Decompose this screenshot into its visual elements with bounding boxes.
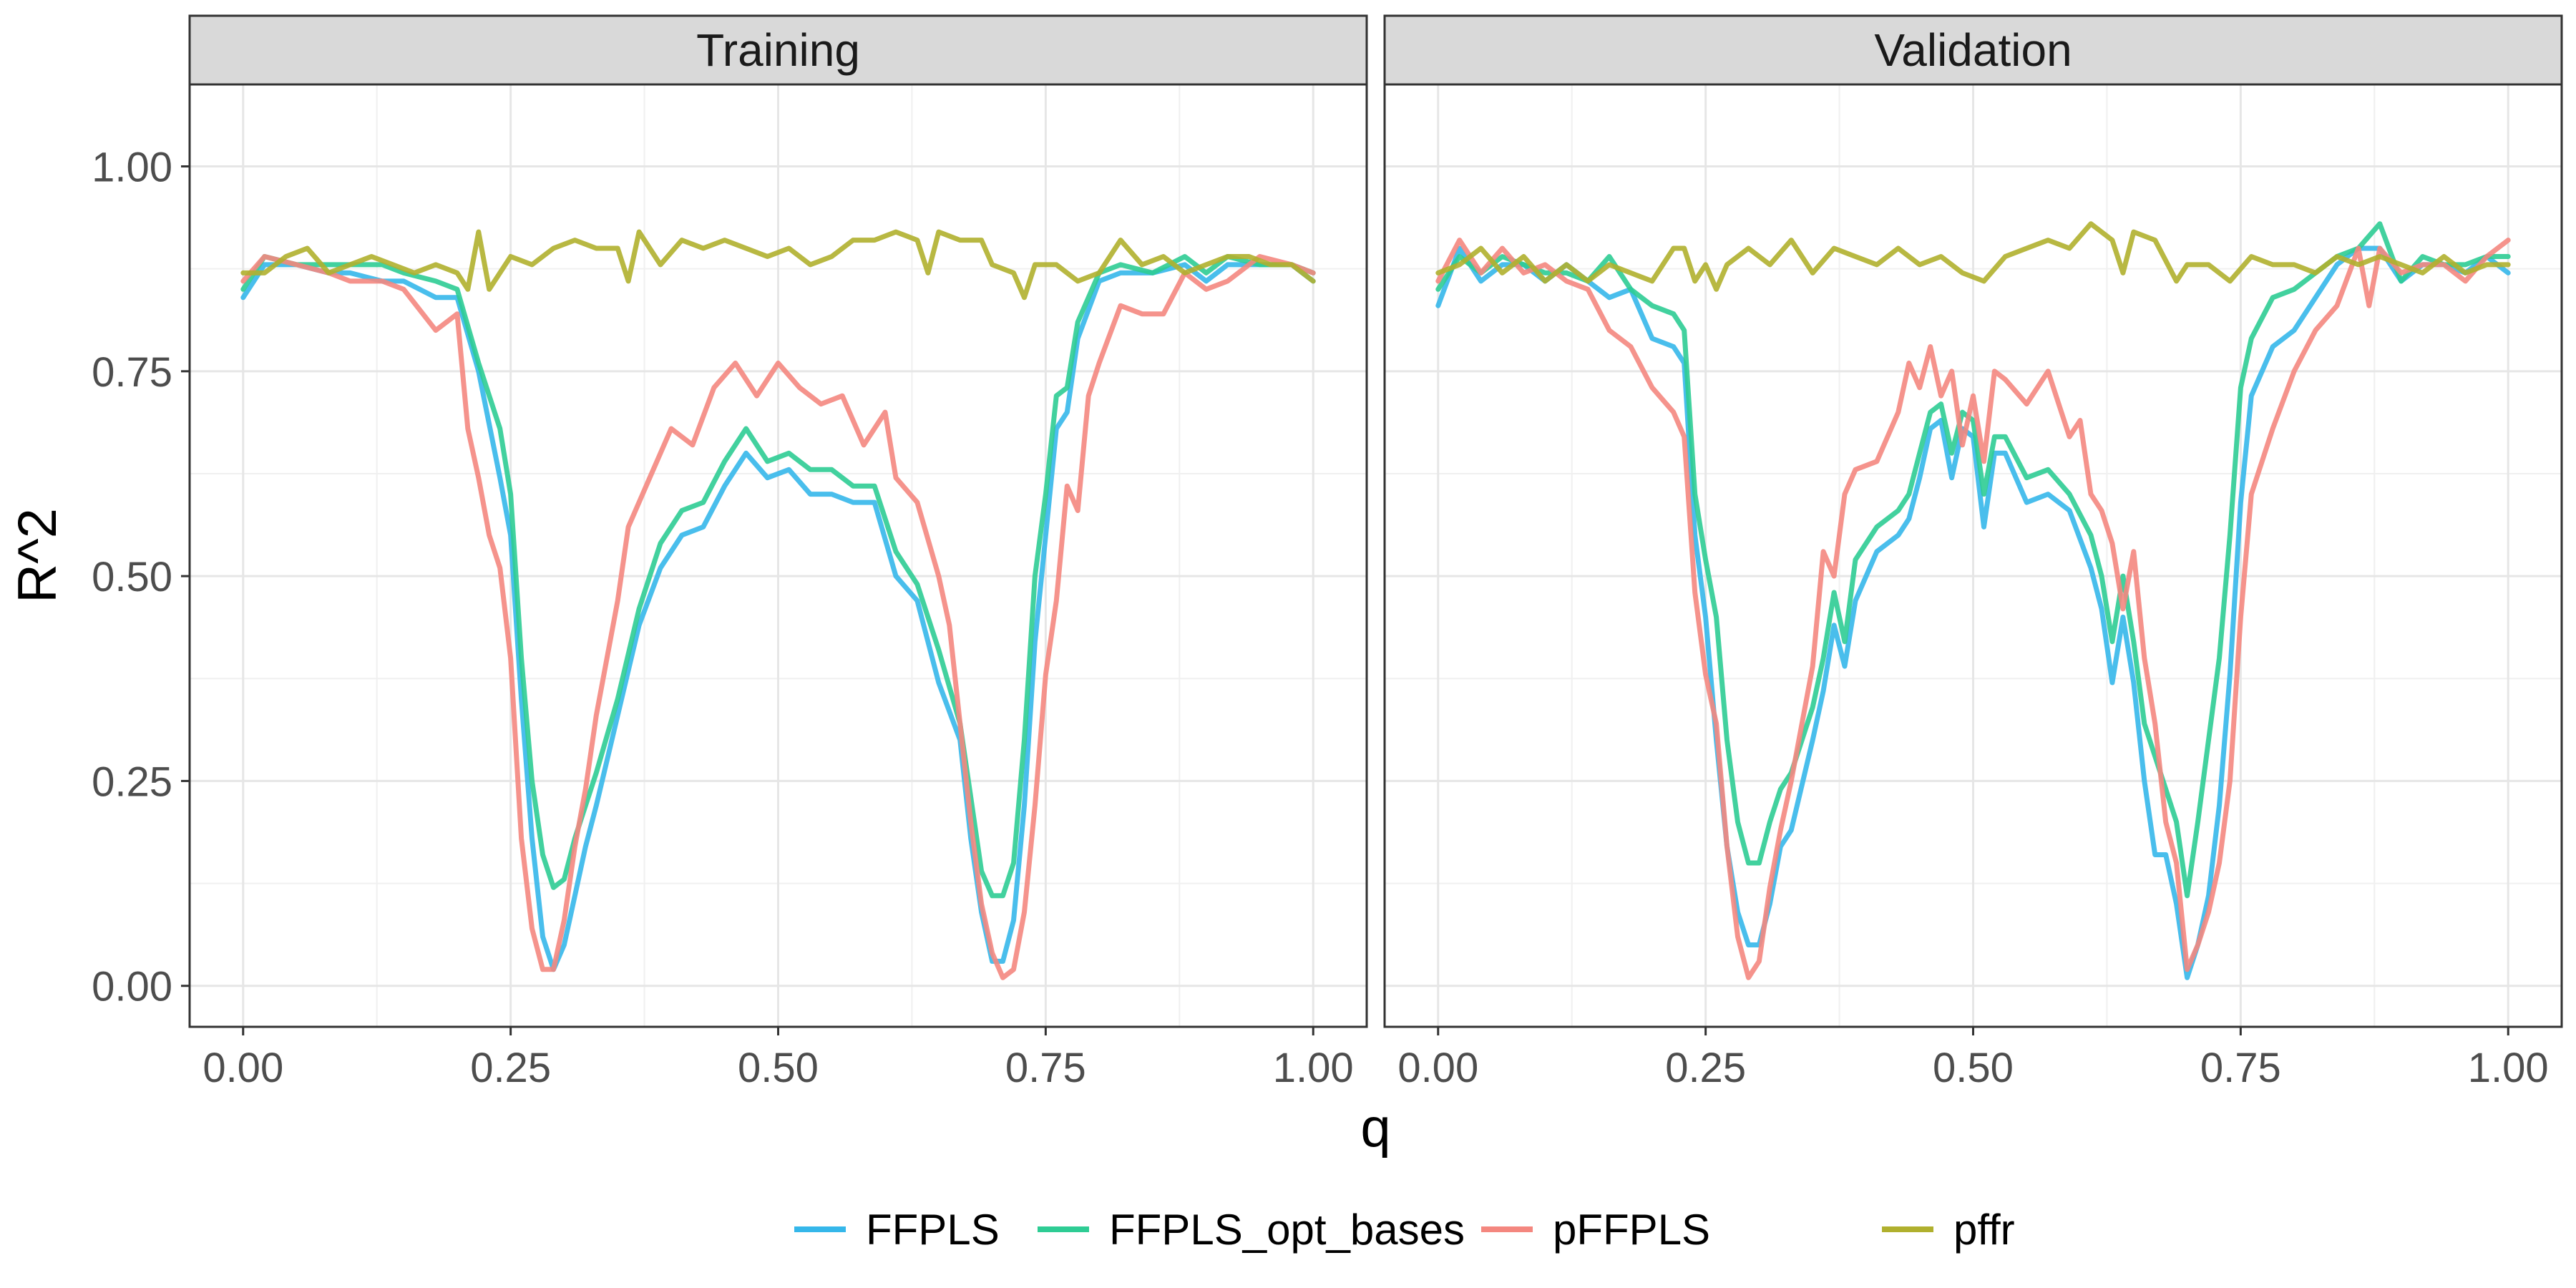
x-axis-title: q xyxy=(1360,1098,1390,1158)
training-x-tick-label: 0.50 xyxy=(738,1045,819,1091)
validation-strip-label: Validation xyxy=(1874,24,2072,76)
training-x-tick-label: 1.00 xyxy=(1273,1045,1354,1091)
validation-x-tick-label: 0.00 xyxy=(1397,1045,1478,1091)
legend-label-ffpls-opt-bases: FFPLS_opt_bases xyxy=(1109,1206,1465,1254)
training-series-ffpls xyxy=(240,262,1316,972)
validation-series-pffr xyxy=(1435,221,2511,292)
y-tick-label: 0.00 xyxy=(92,964,172,1010)
validation-series-pffpls xyxy=(1435,238,2511,980)
training-x-tick-label: 0.00 xyxy=(203,1045,283,1091)
validation-x-tick-label: 0.25 xyxy=(1665,1045,1746,1091)
validation-x-tick-label: 1.00 xyxy=(2468,1045,2549,1091)
y-tick-label: 1.00 xyxy=(92,145,172,191)
training-x-tick-label: 0.25 xyxy=(470,1045,551,1091)
validation-x-tick-label: 0.50 xyxy=(1933,1045,2014,1091)
training-series-ffpls-opt-bases xyxy=(240,254,1316,899)
legend-label-ffpls: FFPLS xyxy=(866,1206,1000,1254)
training-strip-label: Training xyxy=(696,24,860,76)
y-axis-title: R^2 xyxy=(7,508,68,603)
training-strip xyxy=(188,14,1368,86)
training-x-tick-label: 0.75 xyxy=(1005,1045,1086,1091)
y-tick-label: 0.75 xyxy=(92,349,172,396)
training-series-pffr xyxy=(240,229,1316,301)
validation-strip xyxy=(1383,14,2563,86)
training-series-pffpls xyxy=(240,254,1316,980)
legend-label-pffpls: pFFPLS xyxy=(1553,1206,1710,1254)
y-tick-label: 0.25 xyxy=(92,758,172,805)
validation-x-tick-label: 0.75 xyxy=(2200,1045,2281,1091)
legend-label-pffr: pffr xyxy=(1953,1206,2015,1254)
validation-series-ffpls-opt-bases xyxy=(1435,221,2511,899)
y-tick-label: 0.50 xyxy=(92,554,172,600)
